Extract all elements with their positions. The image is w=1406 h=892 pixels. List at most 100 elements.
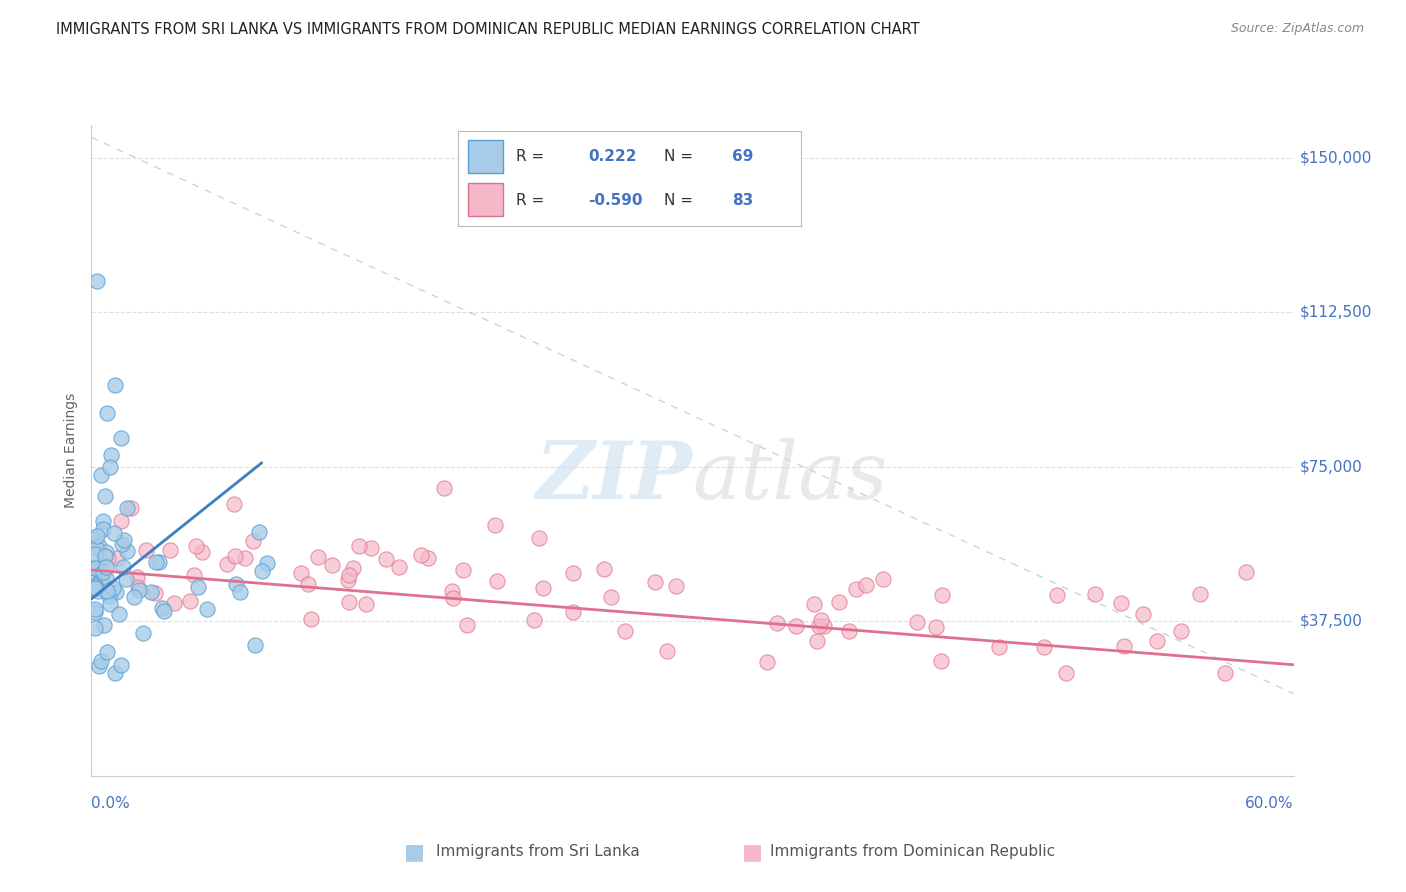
Point: [441, 591, 464, 605]
Point: [84, 533, 107, 547]
Point: [233, 550, 256, 565]
Point: [84, 580, 107, 594]
Point: [1215, 665, 1237, 680]
Point: [451, 563, 474, 577]
Point: [94, 571, 117, 585]
Point: [98, 597, 121, 611]
Point: [104, 665, 127, 680]
Point: [94, 549, 117, 563]
Point: [1132, 607, 1154, 621]
Point: [111, 537, 134, 551]
Point: [1112, 639, 1135, 653]
Point: [84, 547, 107, 561]
Point: [84, 561, 107, 575]
Point: [150, 600, 173, 615]
Point: [456, 617, 478, 632]
Point: [527, 532, 550, 546]
Point: [87, 658, 110, 673]
Point: [84, 541, 107, 556]
Point: [247, 524, 270, 539]
Point: [907, 615, 929, 630]
Point: [531, 582, 554, 596]
Point: [122, 590, 145, 604]
Point: [184, 539, 207, 553]
Point: [84, 578, 107, 592]
Point: [243, 638, 266, 652]
Point: [98, 589, 121, 603]
Text: $112,500: $112,500: [1299, 305, 1372, 320]
Point: [388, 559, 411, 574]
Point: [96, 406, 118, 420]
Text: IMMIGRANTS FROM SRI LANKA VS IMMIGRANTS FROM DOMINICAN REPUBLIC MEDIAN EARNINGS : IMMIGRANTS FROM SRI LANKA VS IMMIGRANTS …: [56, 22, 920, 37]
Point: [354, 597, 377, 611]
Point: [87, 563, 110, 577]
Text: $37,500: $37,500: [1299, 614, 1362, 629]
Point: [337, 573, 360, 587]
Point: [90, 654, 112, 668]
Point: [222, 497, 245, 511]
Point: [114, 572, 136, 586]
Text: $75,000: $75,000: [1299, 459, 1362, 475]
Point: [297, 577, 319, 591]
Point: [91, 566, 114, 580]
Point: [1084, 587, 1107, 601]
Point: [290, 566, 312, 580]
Point: [1109, 596, 1132, 610]
Point: [87, 560, 110, 574]
Text: Source: ZipAtlas.com: Source: ZipAtlas.com: [1230, 22, 1364, 36]
Text: $150,000: $150,000: [1299, 151, 1372, 165]
Point: [163, 596, 186, 610]
Point: [84, 601, 107, 615]
Point: [342, 560, 364, 574]
Point: [229, 585, 252, 599]
Point: [224, 549, 246, 563]
Point: [115, 543, 138, 558]
Point: [349, 539, 371, 553]
Point: [139, 585, 162, 599]
Point: [93, 618, 115, 632]
Point: [250, 564, 273, 578]
Point: [100, 448, 122, 462]
Point: [90, 573, 112, 587]
Point: [337, 568, 360, 582]
Point: [110, 514, 132, 528]
Point: [484, 517, 506, 532]
Point: [96, 545, 118, 559]
Point: [845, 582, 868, 596]
Point: [191, 545, 214, 559]
Y-axis label: Median Earnings: Median Earnings: [65, 392, 79, 508]
Point: [807, 618, 830, 632]
Text: ■: ■: [405, 842, 425, 862]
Point: [374, 552, 396, 566]
Point: [143, 585, 166, 599]
Point: [523, 613, 546, 627]
Point: [105, 584, 128, 599]
Point: [98, 460, 121, 475]
Point: [562, 605, 585, 619]
Point: [94, 559, 117, 574]
Point: [148, 555, 170, 569]
Point: [360, 541, 382, 555]
Point: [84, 582, 107, 596]
Point: [97, 551, 120, 566]
Point: [440, 583, 463, 598]
Point: [855, 577, 877, 591]
Point: [803, 598, 825, 612]
Point: [87, 539, 110, 553]
Point: [433, 481, 456, 495]
Point: [96, 584, 118, 599]
Point: [872, 572, 894, 586]
Point: [127, 580, 149, 594]
Point: [827, 595, 849, 609]
Point: [485, 574, 508, 588]
Point: [91, 522, 114, 536]
Point: [1146, 634, 1168, 648]
Point: [416, 550, 439, 565]
Point: [242, 534, 264, 549]
Point: [600, 590, 623, 604]
Point: [86, 529, 108, 543]
Text: Immigrants from Sri Lanka: Immigrants from Sri Lanka: [436, 845, 640, 859]
Point: [755, 655, 778, 669]
Point: [806, 634, 828, 648]
Point: [84, 620, 107, 634]
